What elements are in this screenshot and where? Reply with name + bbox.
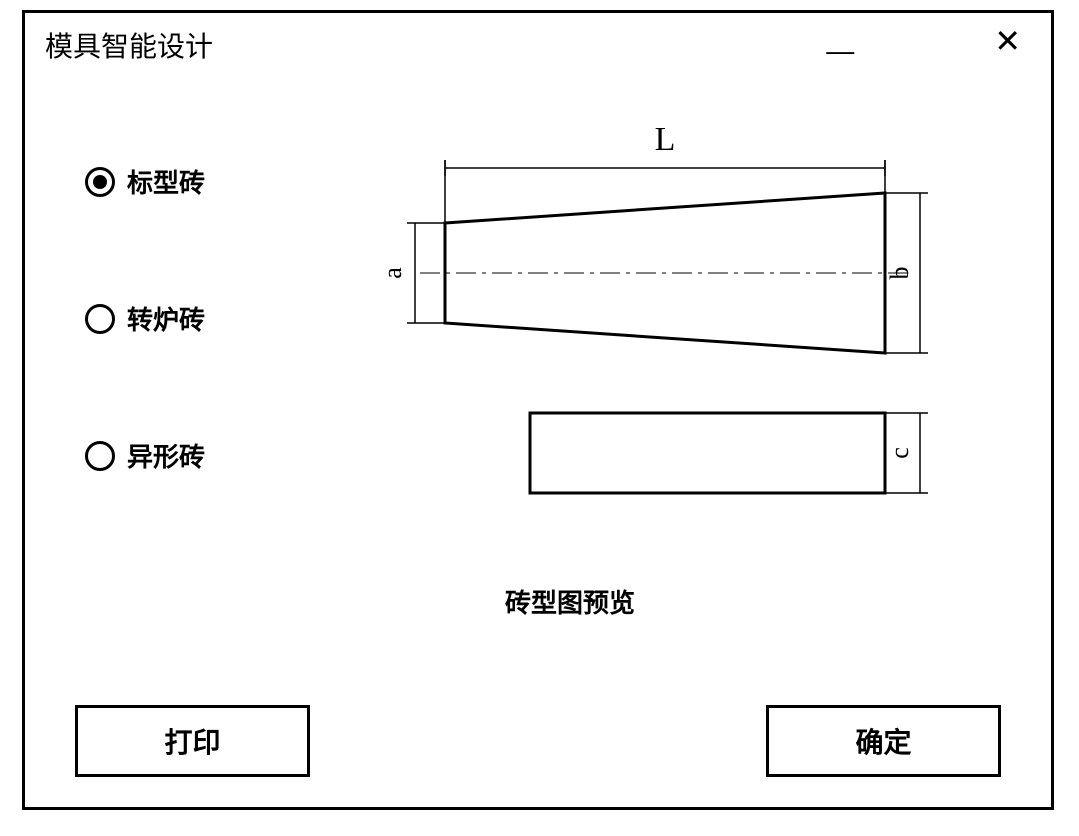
radio-dot-icon [93, 175, 107, 189]
minimize-icon[interactable]: — [826, 35, 854, 67]
radio-label: 转炉砖 [127, 300, 205, 337]
radio-label: 标型砖 [127, 163, 205, 200]
button-label: 打印 [164, 721, 220, 761]
brick-type-radio-group: 标型砖 转炉砖 异形砖 [85, 163, 205, 474]
window-title: 模具智能设计 [45, 25, 826, 65]
close-icon[interactable]: ✕ [994, 25, 1021, 57]
dialog-window: 模具智能设计 — ✕ 标型砖 转炉砖 异形砖 La b c 砖型图预览 [22, 10, 1054, 810]
button-row: 打印 确定 [25, 705, 1051, 777]
titlebar: 模具智能设计 — ✕ [25, 13, 1051, 73]
brick-diagram-preview: La b c [325, 93, 965, 563]
ok-button[interactable]: 确定 [766, 705, 1001, 777]
content-area: 标型砖 转炉砖 异形砖 La b c 砖型图预览 [25, 73, 1051, 673]
radio-standard-brick[interactable]: 标型砖 [85, 163, 205, 200]
radio-converter-brick[interactable]: 转炉砖 [85, 300, 205, 337]
svg-text:c: c [885, 447, 914, 459]
button-label: 确定 [855, 721, 911, 761]
radio-label: 异形砖 [127, 437, 205, 474]
radio-special-brick[interactable]: 异形砖 [85, 437, 205, 474]
preview-caption: 砖型图预览 [505, 583, 635, 620]
svg-text:a: a [378, 267, 407, 279]
print-button[interactable]: 打印 [75, 705, 310, 777]
radio-indicator [85, 304, 115, 334]
radio-indicator [85, 441, 115, 471]
radio-indicator [85, 167, 115, 197]
diagram-svg: La b c [325, 93, 965, 563]
svg-text:L: L [655, 121, 676, 158]
svg-text:b: b [885, 267, 914, 280]
